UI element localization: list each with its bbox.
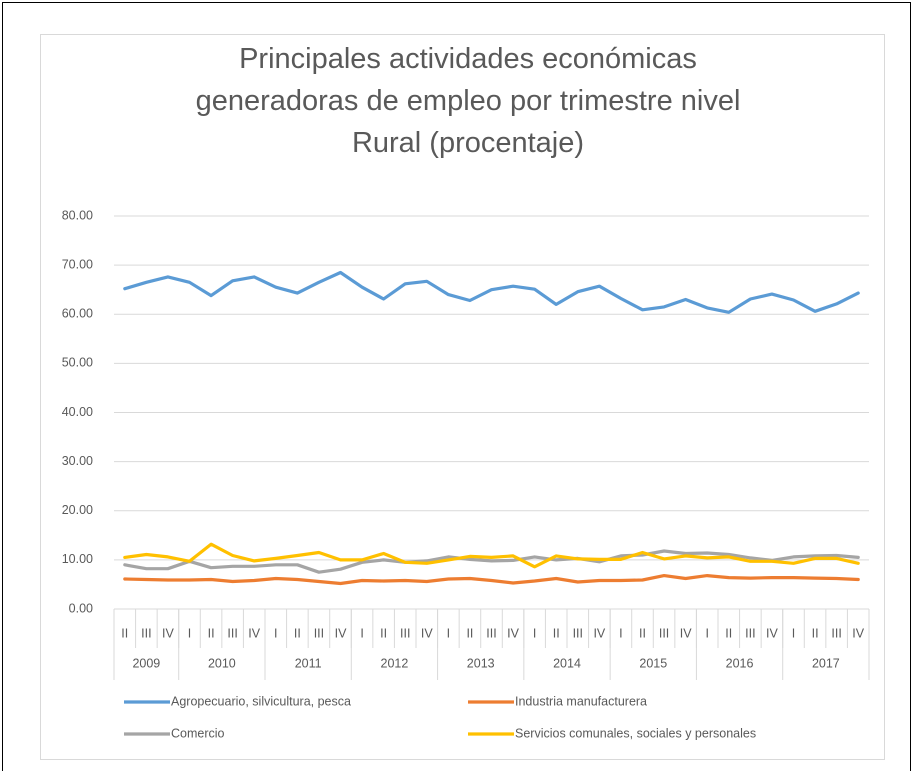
chart-title: Principales actividades económicas gener…: [195, 43, 741, 159]
x-tick-label: III: [314, 626, 324, 640]
x-tick-label: III: [659, 626, 669, 640]
y-tick-label: 60.00: [62, 307, 93, 321]
series-line: [123, 542, 860, 569]
legend-label: Comercio: [171, 726, 225, 740]
x-tick-label: I: [792, 626, 795, 640]
x-tick-label: II: [380, 626, 387, 640]
x-group-label: 2015: [639, 656, 667, 670]
x-tick-label: III: [486, 626, 496, 640]
x-tick-label: IV: [507, 626, 519, 640]
series-line: [123, 549, 860, 574]
x-tick-label: II: [639, 626, 646, 640]
x-tick-label: IV: [593, 626, 605, 640]
x-tick-label: II: [812, 626, 819, 640]
x-tick-label: III: [400, 626, 410, 640]
x-tick-label: IV: [421, 626, 433, 640]
x-tick-label: III: [227, 626, 237, 640]
x-tick-label: IV: [248, 626, 260, 640]
y-tick-label: 80.00: [62, 208, 93, 222]
x-tick-label: I: [360, 626, 363, 640]
x-tick-label: IV: [852, 626, 864, 640]
x-tick-label: II: [294, 626, 301, 640]
legend-label: Agropecuario, silvicultura, pesca: [171, 694, 351, 708]
x-group-label: 2009: [132, 656, 160, 670]
x-tick-label: II: [208, 626, 215, 640]
legend-label: Servicios comunales, sociales y personal…: [515, 726, 756, 740]
x-tick-label: I: [188, 626, 191, 640]
x-tick-label: III: [573, 626, 583, 640]
x-tick-label: IV: [766, 626, 778, 640]
y-tick-label: 20.00: [62, 503, 93, 517]
x-tick-label: I: [447, 626, 450, 640]
x-tick-label: II: [725, 626, 732, 640]
legend-label: Industria manufacturera: [515, 694, 647, 708]
x-group-label: 2011: [295, 656, 322, 670]
x-tick-label: II: [553, 626, 560, 640]
x-tick-label: I: [619, 626, 622, 640]
y-tick-label: 70.00: [62, 257, 93, 271]
x-tick-label: I: [533, 626, 536, 640]
x-group-label: 2010: [208, 656, 236, 670]
x-group-label: 2017: [812, 656, 840, 670]
y-tick-label: 50.00: [62, 356, 93, 370]
x-tick-label: III: [141, 626, 151, 640]
x-group-label: 2012: [381, 656, 409, 670]
series-line: [123, 574, 860, 586]
x-tick-label: III: [831, 626, 841, 640]
x-tick-label: IV: [335, 626, 347, 640]
y-tick-label: 0.00: [69, 601, 93, 615]
y-tick-label: 10.00: [62, 552, 93, 566]
x-tick-label: I: [705, 626, 708, 640]
x-tick-label: II: [121, 626, 128, 640]
x-group-label: 2014: [553, 656, 581, 670]
x-tick-label: II: [466, 626, 473, 640]
x-tick-label: I: [274, 626, 277, 640]
y-tick-label: 40.00: [62, 405, 93, 419]
x-tick-label: IV: [162, 626, 174, 640]
x-tick-label: IV: [680, 626, 692, 640]
x-tick-label: III: [745, 626, 755, 640]
chart-area: [40, 34, 885, 760]
x-group-label: 2013: [467, 656, 495, 670]
x-group-label: 2016: [726, 656, 754, 670]
series-line: [123, 270, 860, 314]
y-tick-label: 30.00: [62, 454, 93, 468]
